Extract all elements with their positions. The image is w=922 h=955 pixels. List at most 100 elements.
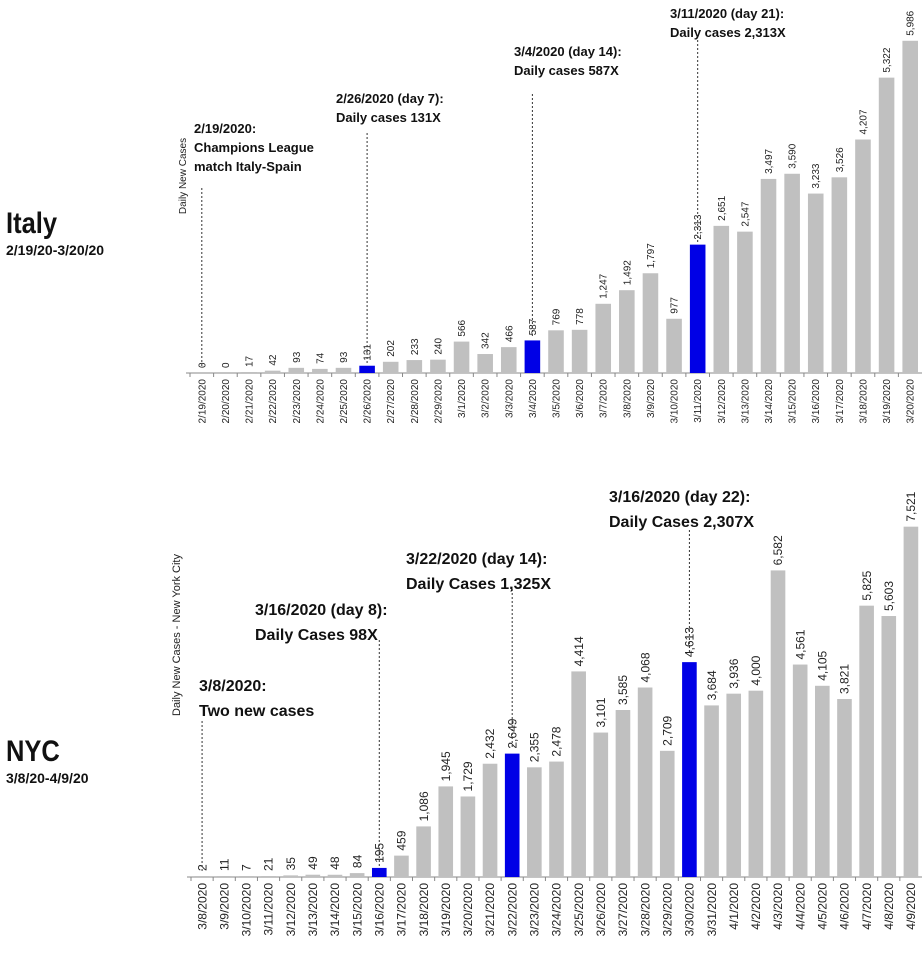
bar-3/29/2020 [659, 750, 675, 877]
bar-2/28/2020 [406, 360, 423, 373]
x-tick-label-4/2/2020: 4/2/2020 [749, 883, 763, 930]
value-label-2/24/2020: 74 [315, 352, 326, 364]
annotation-line: 3/8/2020: [199, 678, 267, 695]
value-label-4/1/2020: 3,936 [727, 658, 741, 688]
value-label-4/7/2020: 5,825 [860, 570, 874, 600]
x-tick-label-3/11/2020: 3/11/2020 [262, 883, 276, 936]
bar-2/26/2020 [359, 365, 375, 373]
x-tick-label-4/9/2020: 4/9/2020 [904, 883, 918, 930]
y-axis-label: Daily New Cases [178, 138, 189, 214]
annotation-line: 2/26/2020 (day 7): [336, 91, 444, 106]
bar-2/29/2020 [430, 359, 446, 373]
annotation-line: Two new cases [199, 703, 314, 720]
bar-4/1/2020 [726, 693, 742, 877]
annotation-line: Daily cases 587X [514, 63, 619, 78]
annotation-line: Daily Cases 1,325X [406, 576, 551, 593]
x-tick-label-3/6/2020: 3/6/2020 [575, 379, 586, 418]
annotation-line: Daily Cases 2,307X [609, 514, 754, 531]
value-label-3/20/2020: 5,986 [906, 10, 917, 35]
value-label-2/28/2020: 233 [410, 338, 421, 355]
x-tick-label-3/27/2020: 3/27/2020 [616, 883, 630, 937]
annotation-2/26/2020: 2/26/2020 (day 7): Daily cases 131X [336, 91, 444, 125]
annotation-line: 3/22/2020 (day 14): [406, 551, 547, 568]
value-label-2/27/2020: 202 [386, 340, 397, 357]
x-tick-label-2/28/2020: 2/28/2020 [410, 379, 421, 424]
value-label-3/12/2020: 2,651 [717, 195, 728, 220]
x-tick-label-3/30/2020: 3/30/2020 [683, 883, 697, 937]
bar-3/13/2020 [305, 874, 321, 877]
x-tick-label-3/17/2020: 3/17/2020 [835, 379, 846, 424]
value-label-3/5/2020: 769 [552, 308, 563, 325]
x-tick-label-3/24/2020: 3/24/2020 [550, 883, 564, 937]
value-label-3/1/2020: 566 [457, 319, 468, 336]
bar-3/13/2020 [737, 231, 753, 373]
value-label-3/13/2020: 2,547 [740, 201, 751, 226]
italy-title-block: Italy 2/19/20-3/20/20 [6, 208, 104, 259]
x-tick-label-3/17/2020: 3/17/2020 [395, 883, 409, 937]
x-tick-label-3/22/2020: 3/22/2020 [505, 883, 519, 937]
nyc-title-block: NYC 3/8/20-4/9/20 [6, 736, 89, 787]
value-label-3/16/2020: 3,233 [811, 163, 822, 188]
value-label-4/2/2020: 4,000 [749, 655, 763, 685]
x-tick-label-3/8/2020: 3/8/2020 [195, 883, 209, 930]
bar-3/19/2020 [438, 786, 454, 877]
x-tick-label-3/26/2020: 3/26/2020 [594, 883, 608, 937]
bar-3/15/2020 [784, 173, 800, 373]
x-tick-label-3/14/2020: 3/14/2020 [764, 379, 775, 424]
value-label-3/2/2020: 342 [481, 332, 492, 349]
x-tick-label-3/19/2020: 3/19/2020 [882, 379, 893, 424]
value-label-3/21/2020: 2,432 [483, 728, 497, 758]
annotation-line: 3/11/2020 (day 21): [670, 6, 784, 21]
x-tick-label-2/21/2020: 2/21/2020 [245, 379, 256, 424]
value-label-3/9/2020: 11 [217, 858, 231, 871]
bar-3/31/2020 [704, 705, 719, 877]
x-tick-label-4/1/2020: 4/1/2020 [727, 883, 741, 930]
bar-3/26/2020 [593, 732, 609, 877]
annotation-line: match Italy-Spain [194, 159, 302, 174]
x-tick-label-2/29/2020: 2/29/2020 [433, 379, 444, 424]
bar-4/6/2020 [837, 699, 852, 877]
bar-4/7/2020 [859, 605, 874, 877]
annotation-3/22/2020: 3/22/2020 (day 14): Daily Cases 1,325X [406, 551, 551, 593]
value-label-3/11/2020: 21 [262, 857, 276, 871]
x-tick-label-2/26/2020: 2/26/2020 [363, 379, 374, 424]
bar-3/17/2020 [831, 177, 848, 373]
bar-3/3/2020 [500, 347, 517, 373]
value-label-2/26/2020: 131 [363, 344, 374, 361]
x-tick-label-4/6/2020: 4/6/2020 [838, 883, 852, 930]
value-label-3/26/2020: 3,101 [594, 697, 608, 727]
x-tick-label-4/8/2020: 4/8/2020 [882, 883, 896, 930]
value-label-3/18/2020: 1,086 [417, 791, 431, 821]
value-label-3/17/2020: 459 [395, 830, 409, 850]
value-label-3/17/2020: 3,526 [835, 147, 846, 172]
bar-3/14/2020 [760, 178, 777, 373]
x-tick-label-3/12/2020: 3/12/2020 [717, 379, 728, 424]
bar-4/2/2020 [748, 690, 764, 877]
x-tick-label-3/14/2020: 3/14/2020 [328, 883, 342, 937]
value-label-3/31/2020: 3,684 [705, 670, 719, 700]
x-tick-label-3/12/2020: 3/12/2020 [284, 883, 298, 937]
value-label-3/6/2020: 778 [575, 308, 586, 325]
annotation-3/8/2020: 3/8/2020: Two new cases [199, 678, 314, 720]
annotation-3/4/2020: 3/4/2020 (day 14): Daily cases 587X [514, 44, 622, 78]
bar-3/10/2020 [666, 318, 682, 373]
x-tick-label-2/27/2020: 2/27/2020 [386, 379, 397, 424]
x-tick-label-3/25/2020: 3/25/2020 [572, 883, 586, 937]
x-tick-label-3/5/2020: 3/5/2020 [552, 379, 563, 418]
bar-3/7/2020 [595, 303, 612, 373]
bar-3/1/2020 [453, 341, 470, 373]
x-tick-label-2/19/2020: 2/19/2020 [197, 379, 208, 424]
value-label-4/3/2020: 6,582 [771, 535, 785, 565]
x-tick-label-3/20/2020: 3/20/2020 [906, 379, 917, 424]
value-label-3/19/2020: 5,322 [882, 47, 893, 72]
bar-4/3/2020 [770, 570, 786, 877]
x-tick-label-3/4/2020: 3/4/2020 [528, 379, 539, 418]
bar-3/15/2020 [349, 873, 365, 877]
bar-3/11/2020 [689, 244, 706, 373]
bar-3/18/2020 [416, 826, 431, 877]
value-label-4/6/2020: 3,821 [838, 664, 852, 694]
bar-3/8/2020 [194, 876, 210, 877]
x-tick-label-4/4/2020: 4/4/2020 [793, 883, 807, 930]
value-label-3/9/2020: 1,797 [646, 243, 657, 268]
x-tick-label-3/10/2020: 3/10/2020 [240, 883, 254, 937]
